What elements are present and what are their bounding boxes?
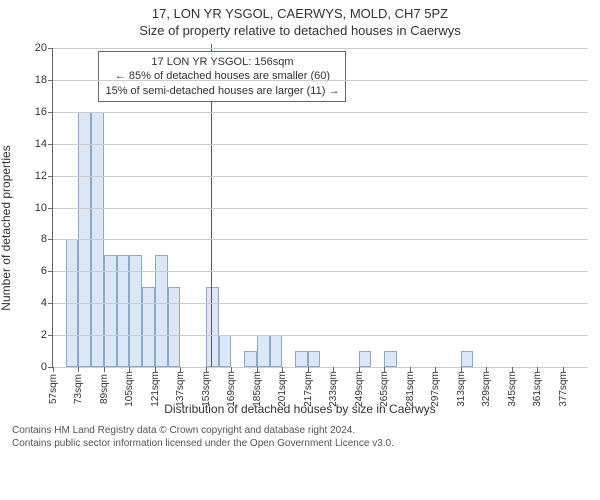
annotation-line: 15% of semi-detached houses are larger (…	[105, 84, 339, 98]
footer-line-2: Contains public sector information licen…	[12, 437, 588, 450]
gridline	[53, 48, 588, 49]
gridline	[53, 112, 588, 113]
y-tick-label: 18	[35, 74, 53, 86]
annotation-box: 17 LON YR YSGOL: 156sqm← 85% of detached…	[98, 51, 346, 102]
histogram-bar	[308, 351, 321, 367]
y-tick-label: 6	[41, 265, 53, 277]
x-tick-mark	[53, 367, 54, 372]
x-axis-label: Distribution of detached houses by size …	[0, 402, 600, 416]
histogram-bar	[219, 335, 232, 367]
gridline	[53, 303, 588, 304]
attribution-footer: Contains HM Land Registry data © Crown c…	[0, 418, 600, 450]
y-tick-label: 10	[35, 202, 53, 214]
y-tick-label: 4	[41, 297, 53, 309]
gridline	[53, 80, 588, 81]
title-sub: Size of property relative to detached ho…	[0, 23, 600, 38]
chart-titles: 17, LON YR YSGOL, CAERWYS, MOLD, CH7 5PZ…	[0, 0, 600, 38]
gridline	[53, 271, 588, 272]
gridline	[53, 239, 588, 240]
y-tick-label: 0	[41, 361, 53, 373]
footer-line-1: Contains HM Land Registry data © Crown c…	[12, 424, 588, 437]
annotation-line: 17 LON YR YSGOL: 156sqm	[105, 55, 339, 69]
histogram-bar	[384, 351, 397, 367]
gridline	[53, 367, 588, 368]
gridline	[53, 335, 588, 336]
y-tick-label: 12	[35, 170, 53, 182]
histogram-bar	[257, 335, 270, 367]
histogram-bar	[142, 287, 155, 367]
x-tick-mark	[104, 367, 105, 372]
annotation-line: ← 85% of detached houses are smaller (60…	[105, 69, 339, 83]
histogram-bar	[359, 351, 372, 367]
histogram-bar	[461, 351, 474, 367]
y-axis-label: Number of detached properties	[0, 145, 13, 310]
y-tick-label: 16	[35, 106, 53, 118]
y-tick-label: 20	[35, 42, 53, 54]
histogram-bar	[168, 287, 181, 367]
gridline	[53, 208, 588, 209]
gridline	[53, 176, 588, 177]
x-tick-label: 57sqm	[48, 374, 59, 404]
x-tick-label: 73sqm	[73, 374, 84, 404]
histogram-bar	[206, 287, 219, 367]
y-tick-label: 14	[35, 138, 53, 150]
x-tick-mark	[78, 367, 79, 372]
histogram-bar	[270, 335, 283, 367]
histogram-bar	[295, 351, 308, 367]
title-main: 17, LON YR YSGOL, CAERWYS, MOLD, CH7 5PZ	[0, 6, 600, 21]
y-tick-label: 2	[41, 329, 53, 341]
gridline	[53, 144, 588, 145]
chart-container: Number of detached properties 17 LON YR …	[0, 38, 600, 418]
x-tick-label: 89sqm	[99, 374, 110, 404]
y-tick-label: 8	[41, 233, 53, 245]
histogram-bar	[244, 351, 257, 367]
plot-area: 17 LON YR YSGOL: 156sqm← 85% of detached…	[52, 48, 588, 368]
